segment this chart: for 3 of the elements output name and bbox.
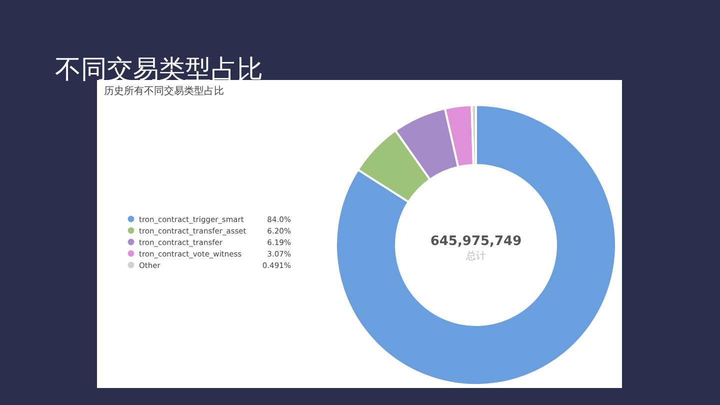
text: 645,975,749 — [430, 234, 522, 249]
text: 总计 — [465, 250, 486, 262]
chart-subtitle: 历史所有不同交易类型占比 — [104, 85, 224, 97]
